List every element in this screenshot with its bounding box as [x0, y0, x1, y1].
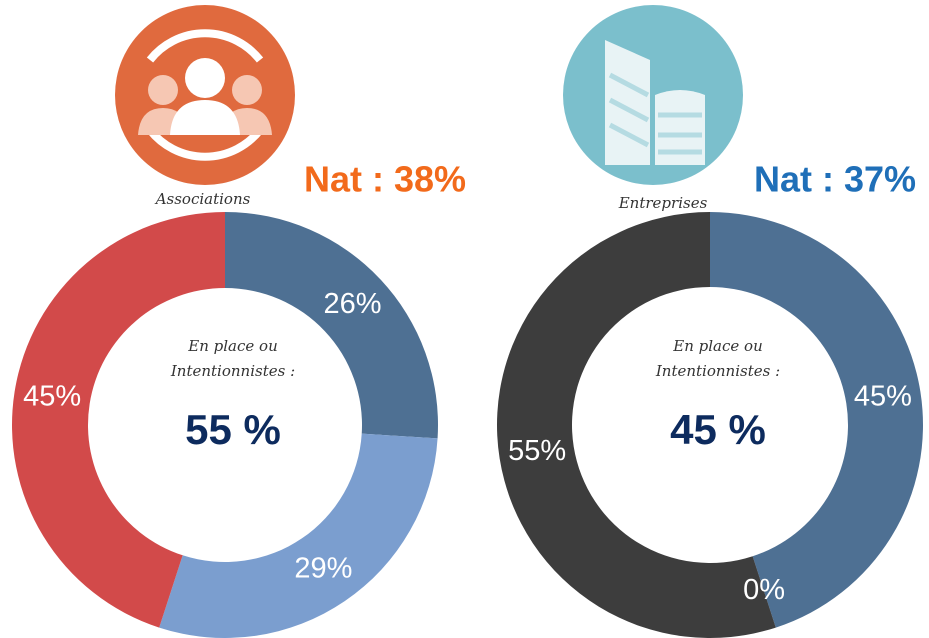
value-label: 29%	[294, 552, 352, 584]
center-text: En place ou	[187, 337, 277, 355]
value-label: 45%	[23, 380, 81, 412]
value-label: 26%	[324, 288, 382, 320]
center-value: 55 %	[185, 406, 281, 453]
value-label: 45%	[854, 380, 912, 412]
donut-segment	[12, 212, 226, 628]
value-label: 0%	[743, 574, 785, 606]
entreprises-icon	[563, 5, 743, 185]
chart-title: Nat : 38%	[304, 159, 466, 200]
chart-title: Nat : 37%	[754, 159, 916, 200]
center-text: Intentionnistes :	[655, 362, 780, 380]
donut-segment	[710, 212, 923, 628]
value-label: 55%	[508, 435, 566, 467]
donut-segment	[225, 212, 438, 439]
donut-segment	[496, 212, 776, 638]
caption: Entreprises	[618, 194, 708, 212]
caption: Associations	[154, 190, 251, 208]
center-text: En place ou	[672, 337, 762, 355]
associations-icon	[115, 5, 295, 185]
center-text: Intentionnistes :	[170, 362, 295, 380]
donut-segment	[159, 433, 438, 638]
center-value: 45 %	[670, 406, 766, 453]
